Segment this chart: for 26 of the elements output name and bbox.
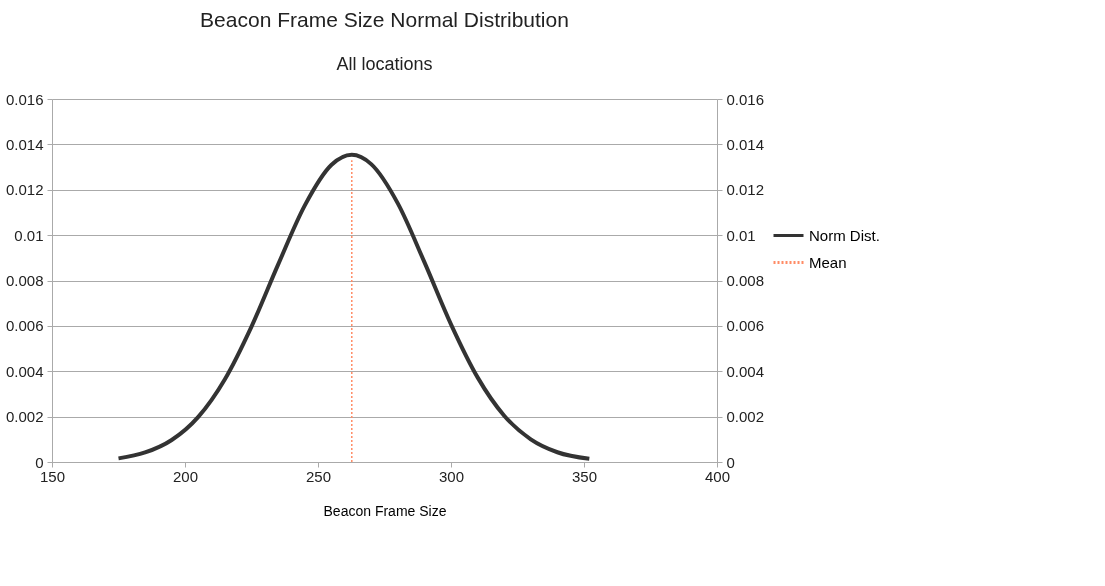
chart-subtitle: All locations [336,54,433,74]
y-tick-label: 0.01 [14,226,44,244]
chart-title: Beacon Frame Size Normal Distribution [200,8,569,31]
x-tick-label: 200 [172,467,199,485]
y2-tick-label: 0.01 [726,226,756,244]
legend-label: Mean [809,253,847,271]
y-tick-label: 0.016 [5,90,44,108]
legend-label: Norm Dist. [809,226,880,244]
y2-tick-label: 0.006 [726,317,765,335]
y2-tick-label: 0.004 [726,362,765,380]
x-tick-label: 350 [571,467,598,485]
y-tick-label: 0.002 [5,408,44,426]
y2-tick-label: 0.008 [726,272,765,289]
x-tick-label: 250 [305,467,332,485]
y-tick-label: 0.006 [5,317,44,335]
y-tick-label: 0.012 [5,181,44,199]
y-tick-label: 0.008 [5,272,44,289]
y2-tick-label: 0.016 [726,90,765,108]
y-tick-label: 0.004 [5,362,44,380]
line-series [116,152,592,461]
y2-tick-label: 0.002 [726,408,765,426]
x-tick-label: 300 [438,467,465,485]
y2-tick-label: 0.014 [726,135,765,153]
y2-tick-label: 0.012 [726,181,765,199]
y-tick-label: 0.014 [5,135,44,153]
x-axis-title: Beacon Frame Size [323,502,447,519]
